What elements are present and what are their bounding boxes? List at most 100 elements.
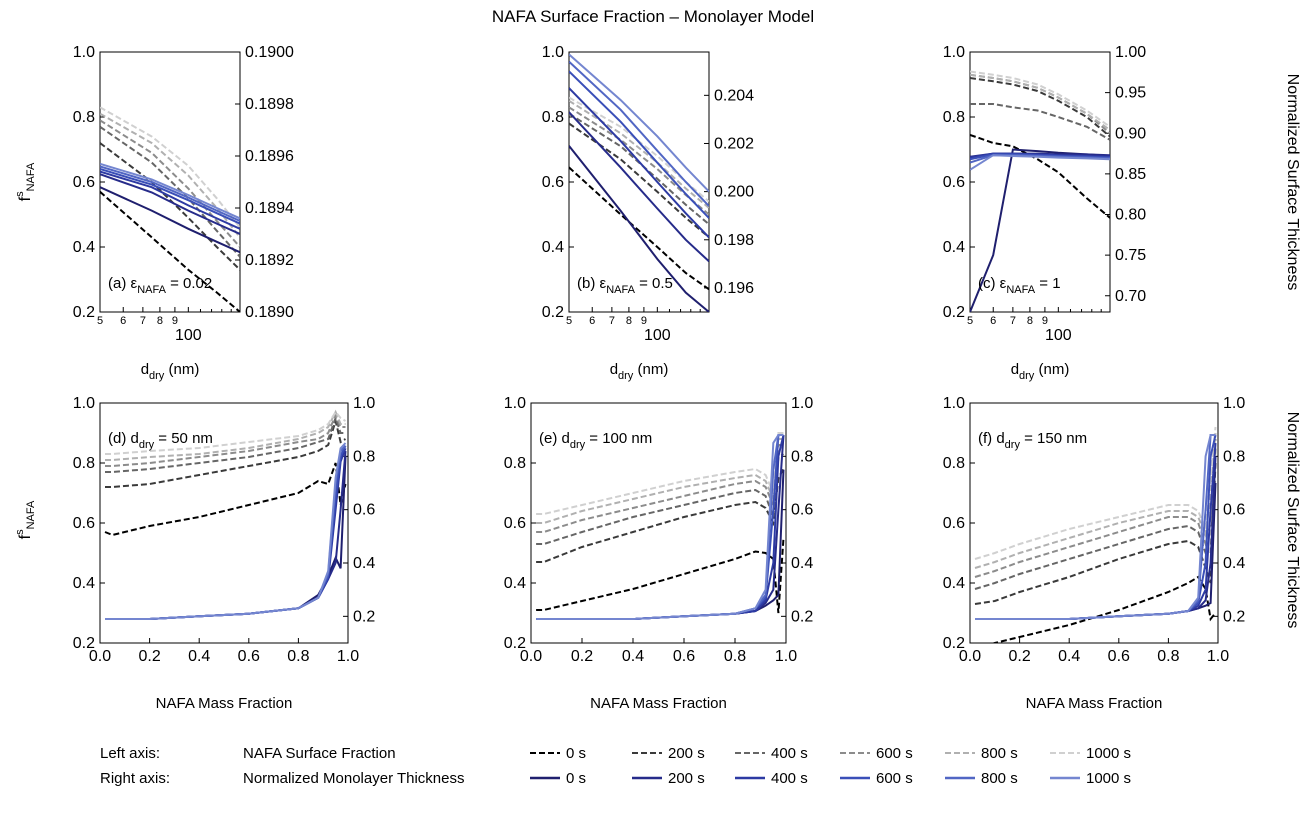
x-tick-label: 0.8	[287, 648, 309, 665]
x-tick-label: 0.2	[571, 648, 593, 665]
y-left-tick-label: 1.0	[943, 44, 965, 61]
dashed-series-line	[105, 417, 347, 488]
panel-label: (d) ddry = 50 nm	[108, 430, 213, 451]
legend-dashed-label: 800 s	[981, 745, 1018, 762]
dashed-series-line	[970, 73, 1110, 131]
x-tick-label: 0.4	[188, 648, 210, 665]
x-tick-label: 1.0	[337, 648, 359, 665]
legend-right-axis-label: Right axis:	[100, 770, 170, 787]
x-tick-label: 0.0	[89, 648, 111, 665]
dashed-series-line	[100, 191, 240, 312]
x-tick-label: 9	[1042, 315, 1048, 327]
x-tick-label: 8	[626, 315, 632, 327]
y-left-tick-label: 0.2	[73, 304, 95, 321]
legend-solid-label: 0 s	[566, 770, 586, 787]
x-tick-label: 0.6	[673, 648, 695, 665]
dashed-series-line	[100, 119, 240, 248]
x-tick-label: 5	[97, 315, 103, 327]
right-y-axis-label: Normalized Surface Thickness	[1284, 412, 1301, 629]
y-right-tick-label: 1.0	[1223, 395, 1245, 412]
x-axis-label: ddry (nm)	[1011, 361, 1070, 382]
y-right-tick-label: 0.2	[353, 608, 375, 625]
y-right-tick-label: 0.198	[714, 232, 754, 249]
panel-label: (a) εNAFA = 0.02	[108, 275, 212, 296]
y-left-tick-label: 0.8	[73, 109, 95, 126]
chart-panel-6: 0.20.40.60.81.00.20.40.60.81.00.0 0.2 0.4 0…	[943, 395, 1246, 712]
x-tick-label: 0.2	[1008, 648, 1030, 665]
dashed-series-line	[569, 96, 709, 203]
y-right-tick-label: 1.0	[791, 395, 813, 412]
solid-series-line	[975, 434, 1216, 620]
legend-solid-label: 1000 s	[1086, 770, 1131, 787]
dashed-series-line	[970, 70, 1110, 128]
panel-label: (c) εNAFA = 1	[978, 275, 1061, 296]
legend-dashed-label: 200 s	[668, 745, 705, 762]
y-left-tick-label: 0.6	[542, 174, 564, 191]
solid-series-line	[100, 162, 240, 220]
chart-panel-4: 0.20.40.60.81.00.20.40.60.81.00.0 0.2 0.4 0…	[73, 395, 376, 712]
y-left-tick-label: 1.0	[943, 395, 965, 412]
panel-label: (e) ddry = 100 nm	[539, 430, 652, 451]
y-right-tick-label: 0.1894	[245, 200, 294, 217]
panels: 0.2 0.4 0.6 0.8 1.0 0.1890 0.1892 0.1894 0.1896 0…	[73, 44, 1246, 712]
dashed-series-line	[970, 77, 1110, 138]
y-right-tick-label: 0.8	[1223, 448, 1245, 465]
legend-solid-label: 800 s	[981, 770, 1018, 787]
series-group	[100, 106, 240, 312]
dashed-series-line	[100, 112, 240, 238]
solid-series-line	[105, 445, 347, 620]
y-left-tick-label: 1.0	[542, 44, 564, 61]
legend-solid-label: 400 s	[771, 770, 808, 787]
x-tick-label: 100	[1045, 327, 1072, 344]
solid-series-line	[569, 60, 709, 207]
x-tick-label: 0.8	[1157, 648, 1179, 665]
x-tick-label: 0.2	[138, 648, 160, 665]
x-tick-label: 9	[172, 315, 178, 327]
y-left-tick-label: 0.8	[504, 455, 526, 472]
y-right-tick-label: 0.90	[1115, 125, 1146, 142]
dashed-series-line	[536, 537, 785, 614]
series-group	[569, 53, 709, 312]
y-left-tick-label: 0.8	[943, 109, 965, 126]
y-right-tick-label: 0.204	[714, 87, 754, 104]
y-left-tick-label: 0.4	[504, 575, 526, 592]
y-right-tick-label: 0.6	[791, 502, 813, 519]
dashed-series-line	[569, 122, 709, 239]
y-left-tick-label: 0.6	[943, 515, 965, 532]
solid-series-line	[536, 434, 784, 620]
y-left-tick-label: 0.2	[943, 635, 965, 652]
x-tick-label: 6	[990, 315, 996, 327]
y-left-tick-label: 0.4	[73, 575, 95, 592]
y-left-tick-label: 0.4	[73, 239, 95, 256]
dashed-series-line	[569, 112, 709, 226]
legend: Left axis: NAFA Surface Fraction Right a…	[100, 745, 1131, 787]
x-tick-label: 0.8	[724, 648, 746, 665]
solid-series-line	[105, 445, 347, 620]
solid-series-line	[975, 442, 1217, 620]
series-group	[970, 70, 1110, 312]
dashed-series-line	[974, 426, 1217, 560]
chart-panel-5: 0.20.40.60.81.00.20.40.60.81.00.0 0.2 0.4 0…	[504, 395, 814, 712]
y-right-tick-label: 0.80	[1115, 207, 1146, 224]
y-right-tick-label: 0.1892	[245, 252, 294, 269]
dashed-series-line	[569, 166, 709, 291]
y-left-tick-label: 0.6	[943, 174, 965, 191]
figure-title: NAFA Surface Fraction – Monolayer Model	[492, 7, 814, 26]
x-tick-label: 8	[157, 315, 163, 327]
solid-series-line	[569, 87, 709, 239]
dashed-series-line	[105, 409, 346, 461]
panel-label: (b) εNAFA = 0.5	[577, 275, 673, 296]
y-right-tick-label: 0.75	[1115, 247, 1146, 264]
solid-series-line	[100, 170, 240, 230]
y-right-tick-label: 0.4	[791, 555, 813, 572]
y-left-tick-label: 0.6	[504, 515, 526, 532]
x-tick-label: 6	[120, 315, 126, 327]
dashed-series-line	[970, 103, 1110, 141]
y-right-tick-label: 0.200	[714, 184, 754, 201]
solid-series-line	[536, 434, 784, 620]
y-left-tick-label: 0.2	[73, 635, 95, 652]
x-axis-label: NAFA Mass Fraction	[156, 695, 293, 712]
x-tick-label: 0.0	[959, 648, 981, 665]
y-right-tick-label: 0.1900	[245, 44, 294, 61]
